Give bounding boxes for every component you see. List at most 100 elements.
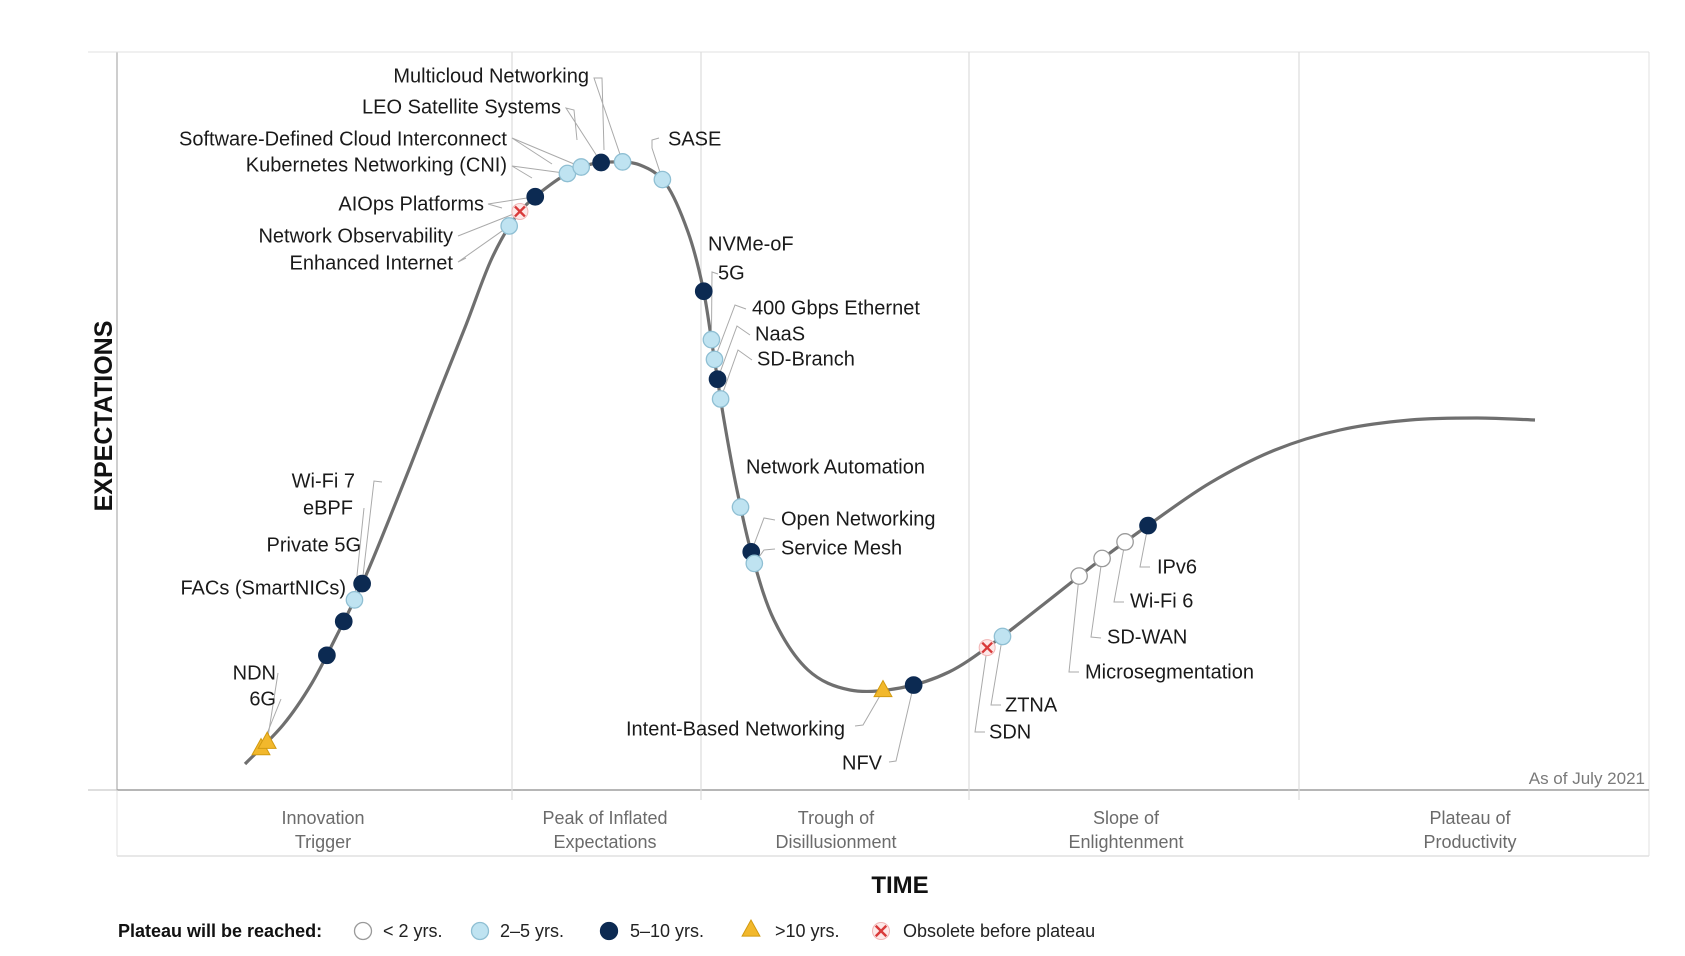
software-defined-cloud-interconnect-marker	[572, 158, 591, 176]
facs-smartnics-label: FACs (SmartNICs)	[180, 577, 346, 599]
intent-based-networking-leader	[854, 690, 884, 727]
leo-satellite-systems-leader	[564, 107, 602, 163]
5g-marker	[702, 330, 721, 349]
network-automation-marker	[731, 498, 750, 516]
nfv-marker	[904, 676, 923, 694]
6g-label: 6G	[249, 688, 276, 710]
multicloud-networking-label: Multicloud Networking	[393, 65, 589, 87]
nfv-label: NFV	[842, 752, 883, 774]
ebpf-label: eBPF	[303, 497, 353, 519]
legend-label-obs: Obsolete before plateau	[903, 921, 1095, 941]
open-networking-leader	[750, 517, 776, 553]
legend-title: Plateau will be reached:	[118, 921, 322, 941]
y-axis-label: EXPECTATIONS	[90, 321, 118, 512]
as-of-note: As of July 2021	[1529, 769, 1645, 788]
network-automation-label: Network Automation	[746, 456, 925, 478]
x-axis-label: TIME	[871, 872, 928, 899]
technology-markers	[251, 153, 1157, 756]
network-observability-marker	[511, 202, 529, 220]
sdn-leader	[974, 647, 988, 733]
network-observability-leader	[457, 211, 521, 237]
sd-branch-leader	[720, 349, 753, 400]
400-gbps-ethernet-leader	[714, 304, 747, 360]
microsegmentation-marker	[1070, 567, 1088, 585]
hype-curve	[243, 160, 1536, 766]
ndn-marker	[257, 731, 277, 749]
ipv6-marker	[1139, 516, 1157, 535]
naas-label: NaaS	[755, 323, 805, 345]
legend-item-lt2: < 2 yrs.	[353, 921, 443, 941]
sd-branch-marker	[711, 390, 730, 408]
legend-marker-lt2	[353, 921, 373, 941]
sase-leader	[651, 137, 663, 180]
private-5g-label: Private 5G	[267, 534, 361, 556]
sd-wan-leader	[1090, 558, 1103, 639]
400-gbps-ethernet-label: 400 Gbps Ethernet	[752, 297, 920, 319]
legend-label-2to5: 2–5 yrs.	[500, 921, 564, 941]
phase-dividers	[511, 52, 1300, 800]
ebpf-marker	[345, 591, 364, 609]
legend-item-5to10: 5–10 yrs.	[599, 921, 704, 941]
ztna-leader	[990, 636, 1003, 706]
ndn-leader	[266, 672, 279, 743]
legend-label-lt2: < 2 yrs.	[383, 921, 443, 941]
aiops-platforms-marker	[526, 187, 545, 206]
legend-items: < 2 yrs. 2–5 yrs. 5–10 yrs. >10 yrs. Obsolet…	[353, 918, 1095, 941]
legend-marker-5to10	[599, 921, 619, 941]
enhanced-internet-leader	[457, 225, 510, 263]
400-gbps-ethernet-marker	[705, 350, 724, 369]
microsegmentation-leader	[1068, 575, 1080, 673]
phase-label: Trough of Disillusionment	[775, 808, 896, 852]
enhanced-internet-label: Enhanced Internet	[290, 252, 454, 274]
sd-wan-label: SD-WAN	[1107, 626, 1187, 648]
intent-based-networking-marker	[873, 679, 893, 698]
nfv-leader	[888, 684, 915, 763]
phase-label: Innovation Trigger	[281, 808, 364, 852]
wi-fi-6-marker	[1116, 533, 1134, 551]
legend: Plateau will be reached: < 2 yrs. 2–5 yrs…	[118, 918, 1095, 941]
5g-leader	[710, 271, 719, 340]
technology-labels: 6G NDN FACs (SmartNICs) Private 5G eBPF Wi-Fi…	[179, 65, 1254, 774]
sdn-label: SDN	[989, 721, 1031, 743]
phase-label: Plateau of Productivity	[1423, 808, 1516, 852]
5g-label: 5G	[718, 262, 745, 284]
leo-satellite-systems-label: LEO Satellite Systems	[362, 96, 561, 118]
legend-label-5to10: 5–10 yrs.	[630, 921, 704, 941]
leader-lines	[260, 77, 1150, 763]
wi-fi-6-leader	[1113, 541, 1126, 603]
ztna-label: ZTNA	[1005, 694, 1058, 716]
sdn-marker	[978, 639, 996, 657]
aiops-platforms-leader	[487, 196, 536, 209]
sase-marker	[653, 170, 672, 189]
legend-marker-obs	[872, 922, 890, 940]
phase-labels: Innovation Trigger Peak of Inflated Expecta…	[281, 808, 1516, 852]
facs-smartnics-marker	[318, 646, 336, 665]
ipv6-label: IPv6	[1157, 556, 1197, 578]
wi-fi-7-leader	[361, 480, 383, 584]
multicloud-networking-leader	[593, 77, 624, 163]
intent-based-networking-label: Intent-Based Networking	[626, 718, 845, 740]
ipv6-leader	[1139, 525, 1150, 568]
leo-satellite-systems-marker	[592, 153, 610, 172]
sd-branch-label: SD-Branch	[757, 348, 855, 370]
ndn-label: NDN	[233, 662, 276, 684]
legend-item-2to5: 2–5 yrs.	[470, 921, 564, 941]
wi-fi-6-label: Wi-Fi 6	[1130, 590, 1193, 612]
naas-marker	[708, 370, 727, 389]
software-defined-cloud-interconnect-leader	[511, 137, 582, 168]
legend-item-obs: Obsolete before plateau	[872, 921, 1095, 941]
enhanced-internet-marker	[500, 217, 519, 235]
microsegmentation-label: Microsegmentation	[1085, 661, 1254, 683]
service-mesh-marker	[745, 554, 764, 573]
legend-marker-2to5	[470, 921, 490, 941]
sase-label: SASE	[668, 128, 721, 150]
nvme-of-label: NVMe-oF	[708, 233, 794, 255]
software-defined-cloud-interconnect-label: Software-Defined Cloud Interconnect	[179, 128, 507, 150]
open-networking-label: Open Networking	[781, 508, 936, 530]
legend-item-gt10: >10 yrs.	[741, 918, 840, 941]
network-observability-label: Network Observability	[258, 225, 453, 247]
multicloud-networking-marker	[613, 153, 632, 171]
legend-label-gt10: >10 yrs.	[775, 921, 840, 941]
phase-label: Peak of Inflated Expectations	[542, 808, 667, 852]
